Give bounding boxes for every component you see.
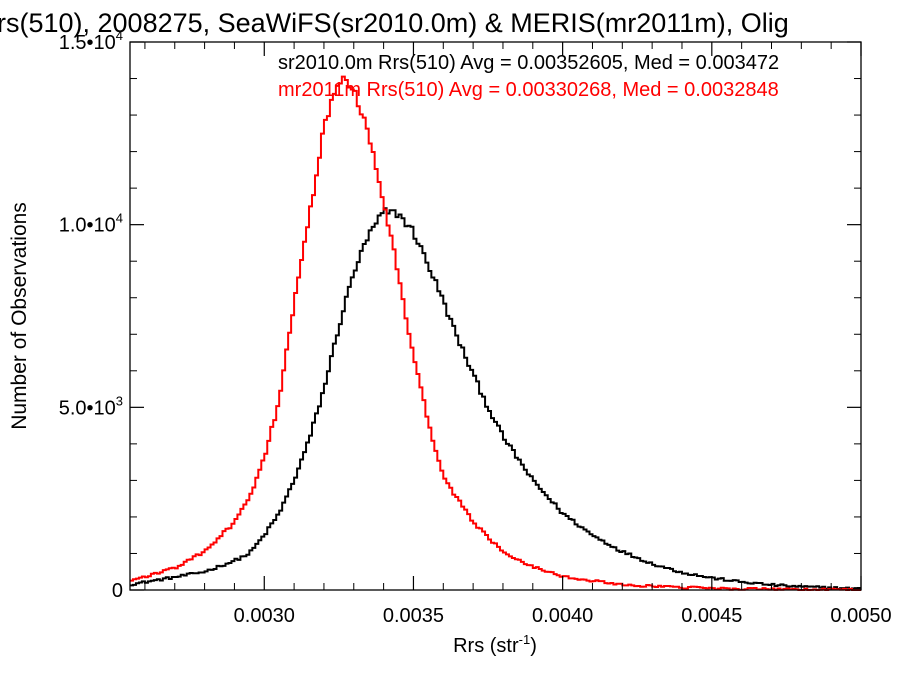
y-axis-label: Number of Observations xyxy=(8,202,31,430)
x-tick-labels: 0.0030 0.0035 0.0040 0.0045 0.0050 xyxy=(234,605,892,627)
x-tick-label: 0.0050 xyxy=(830,605,891,627)
y-tick-label: 0 xyxy=(112,580,123,602)
y-tick-mantissa: 1.0•10 xyxy=(59,215,116,237)
y-tick-label: 1.5•104 xyxy=(59,28,123,54)
ticks-layer xyxy=(130,41,862,591)
x-tick-label: 0.0030 xyxy=(234,605,295,627)
y-tick-exponent: 4 xyxy=(116,28,123,43)
y-tick-label: 1.0•104 xyxy=(59,211,123,237)
y-tick-mantissa: 1.5•10 xyxy=(59,32,116,54)
plot-frame xyxy=(129,41,862,591)
chart-title: rs(510), 2008275, SeaWiFS(sr2010.0m) & M… xyxy=(0,8,789,38)
y-tick-exponent: 4 xyxy=(116,211,123,226)
y-tick-mantissa: 5.0•10 xyxy=(59,397,116,419)
legend-entry-sr2010: sr2010.0m Rrs(510) Avg = 0.00352605, Med… xyxy=(278,52,779,74)
series-layer xyxy=(130,75,861,591)
y-tick-mantissa: 0 xyxy=(112,580,123,602)
x-tick-label: 0.0040 xyxy=(532,605,593,627)
legend-entry-mr2011m: mr2011m Rrs(510) Avg = 0.00330268, Med =… xyxy=(278,79,779,101)
x-tick-label: 0.0045 xyxy=(681,605,742,627)
y-tick-label: 5.0•103 xyxy=(59,393,123,419)
y-tick-exponent: 3 xyxy=(116,393,123,408)
series-line-0 xyxy=(130,207,861,591)
x-axis-label: Rrs (str-1) xyxy=(453,632,537,657)
x-tick-label: 0.0035 xyxy=(383,605,444,627)
series-line-1 xyxy=(130,75,861,591)
